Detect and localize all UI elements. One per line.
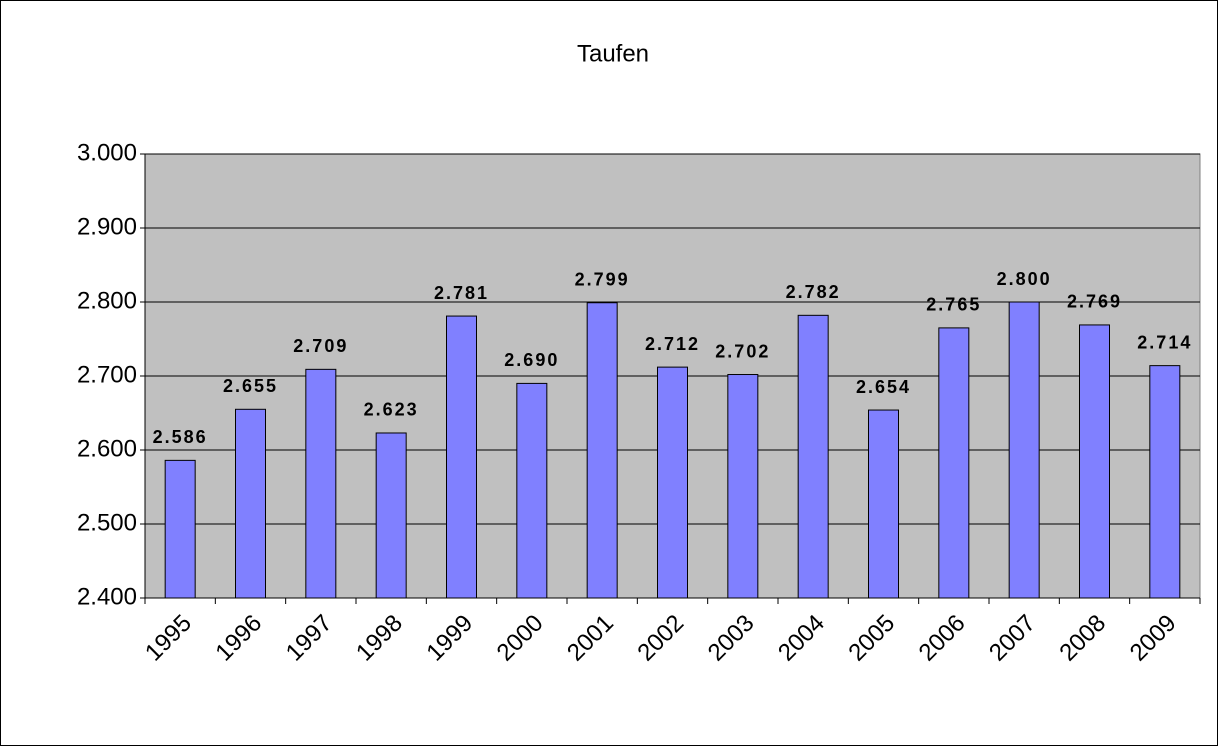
- bar: [164, 459, 196, 599]
- data-label: 2.712: [645, 334, 700, 354]
- bar: [1008, 301, 1040, 599]
- data-label: 2.654: [856, 377, 911, 397]
- bar: [305, 368, 337, 599]
- bar: [446, 315, 477, 599]
- data-label: 2.702: [715, 341, 770, 361]
- data-label: 2.714: [1137, 332, 1192, 352]
- y-tick-label: 3.000: [77, 139, 137, 166]
- bar: [375, 432, 407, 599]
- y-tick-label: 2.900: [77, 213, 137, 240]
- bar: [938, 327, 970, 599]
- bar: [868, 409, 899, 599]
- bar: [727, 374, 759, 599]
- bar: [1149, 365, 1181, 599]
- y-tick-label: 2.700: [77, 361, 137, 388]
- data-label: 2.799: [575, 269, 630, 289]
- data-label: 2.709: [293, 336, 348, 356]
- data-label: 2.800: [997, 269, 1052, 289]
- bar: [1079, 324, 1110, 599]
- data-label: 2.782: [786, 282, 841, 302]
- data-label: 2.586: [153, 427, 208, 447]
- bar: [797, 314, 829, 599]
- y-tick-label: 2.800: [77, 287, 137, 314]
- y-tick-label: 2.400: [77, 583, 137, 610]
- data-label: 2.765: [926, 295, 981, 315]
- data-label: 2.781: [434, 283, 489, 303]
- y-tick-label: 2.500: [77, 509, 137, 536]
- data-label: 2.623: [364, 400, 419, 420]
- data-label: 2.690: [504, 350, 559, 370]
- bar: [235, 408, 266, 599]
- bar: [657, 366, 688, 599]
- bar: [516, 382, 548, 599]
- data-label: 2.655: [223, 376, 278, 396]
- data-label: 2.769: [1067, 292, 1122, 312]
- y-tick-label: 2.600: [77, 435, 137, 462]
- chart-title: Taufen: [577, 40, 649, 67]
- bar: [586, 302, 618, 599]
